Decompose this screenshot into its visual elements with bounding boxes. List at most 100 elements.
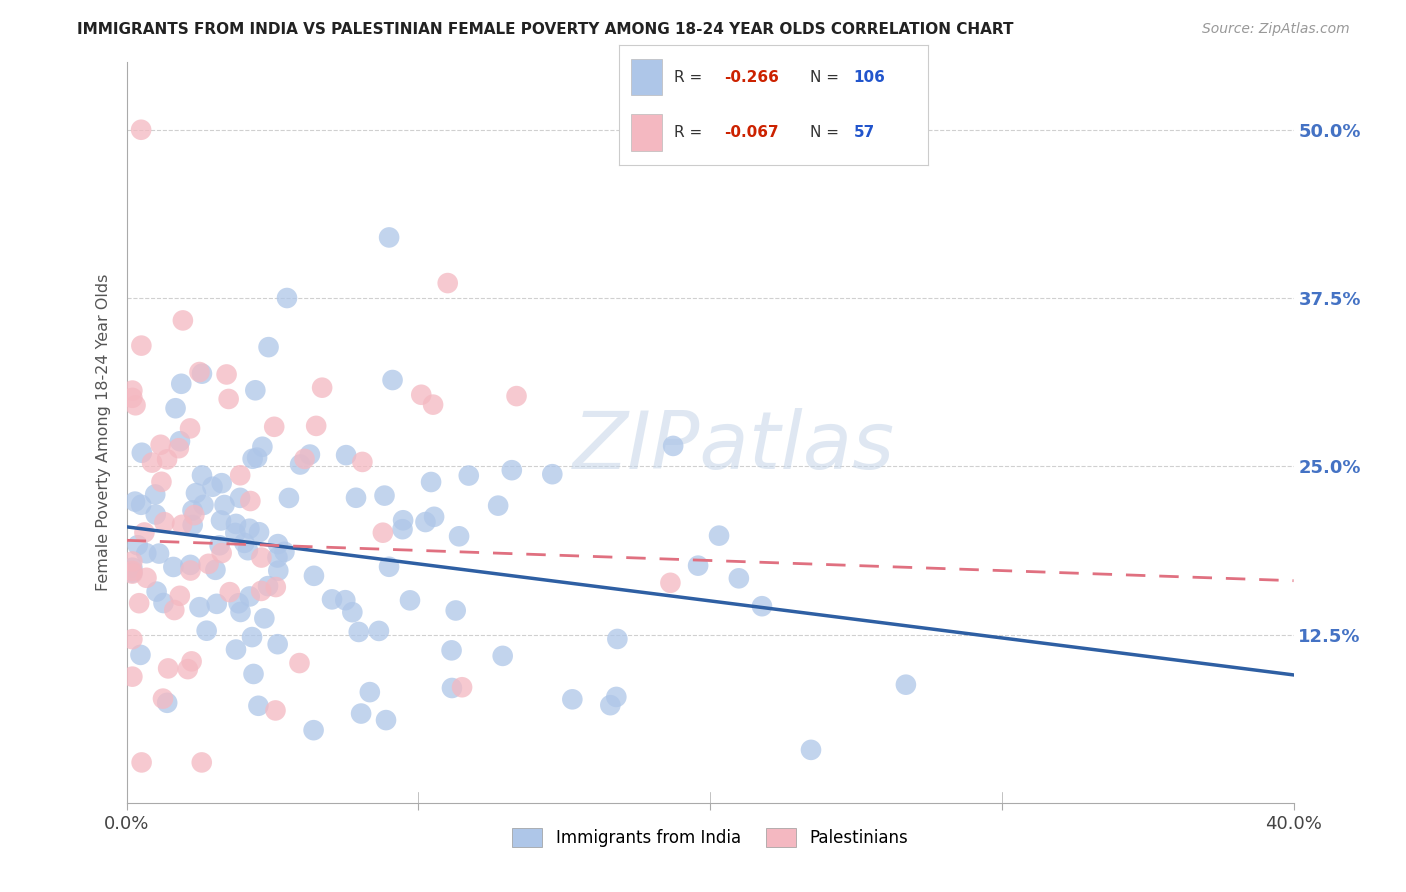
Point (242, 667, 264, 681)
Point (238, 522, 260, 536)
Point (156, 452, 179, 467)
Point (218, 392, 240, 406)
Point (169, 589, 191, 603)
Text: Source: ZipAtlas.com: Source: ZipAtlas.com (1202, 22, 1350, 37)
Point (420, 475, 443, 489)
Point (267, 537, 290, 551)
Point (311, 381, 333, 395)
Point (422, 398, 444, 412)
Point (128, 596, 150, 610)
Point (751, 599, 773, 614)
Point (181, 518, 204, 533)
Point (204, 563, 226, 577)
Point (135, 571, 157, 585)
Point (121, 554, 143, 568)
Point (191, 367, 214, 381)
Point (211, 546, 233, 560)
Point (170, 376, 193, 391)
Point (707, 528, 730, 542)
Point (129, 498, 152, 512)
Point (121, 564, 143, 578)
Point (605, 690, 627, 704)
Point (170, 517, 193, 532)
Point (239, 590, 262, 604)
Point (179, 558, 201, 572)
Point (391, 522, 413, 536)
Point (247, 698, 270, 713)
Point (197, 557, 219, 571)
Point (266, 637, 288, 651)
Point (305, 418, 328, 433)
Point (347, 624, 370, 639)
Point (157, 661, 180, 675)
Point (162, 560, 184, 574)
Point (121, 632, 143, 647)
Point (392, 513, 415, 527)
Y-axis label: Female Poverty Among 18-24 Year Olds: Female Poverty Among 18-24 Year Olds (96, 274, 111, 591)
Point (121, 384, 143, 398)
Point (257, 340, 280, 354)
Point (352, 455, 374, 469)
Point (444, 603, 467, 617)
Point (423, 509, 446, 524)
Point (229, 468, 252, 483)
Point (131, 338, 153, 352)
Point (225, 516, 247, 531)
Point (145, 508, 167, 522)
Point (150, 475, 173, 489)
Point (257, 579, 280, 593)
Text: 57: 57 (853, 125, 875, 140)
Point (662, 439, 685, 453)
Point (121, 670, 143, 684)
Point (688, 558, 710, 573)
Point (342, 605, 364, 619)
Text: R =: R = (675, 125, 707, 140)
Point (599, 698, 621, 713)
Point (127, 538, 149, 552)
Point (659, 575, 682, 590)
Point (167, 441, 190, 455)
Point (131, 446, 153, 460)
Point (205, 597, 228, 611)
Point (335, 448, 357, 462)
Point (451, 680, 474, 694)
Point (359, 685, 381, 699)
Point (224, 525, 246, 540)
Point (344, 491, 367, 505)
Point (143, 487, 166, 501)
Point (121, 391, 143, 405)
Point (172, 313, 194, 327)
Point (246, 450, 269, 465)
Point (373, 489, 395, 503)
Point (195, 624, 218, 638)
Point (335, 593, 357, 607)
Point (541, 467, 564, 482)
Point (229, 491, 252, 505)
Point (184, 486, 207, 500)
Text: ZIPatlas: ZIPatlas (572, 409, 894, 486)
Point (302, 569, 325, 583)
Point (371, 525, 394, 540)
Text: -0.067: -0.067 (724, 125, 779, 140)
Point (145, 584, 167, 599)
Legend: Immigrants from India, Palestinians: Immigrants from India, Palestinians (506, 822, 914, 854)
Point (267, 564, 290, 578)
Point (214, 498, 236, 512)
Point (180, 654, 202, 668)
Point (215, 368, 238, 382)
Point (193, 498, 215, 512)
Point (273, 545, 295, 559)
Point (209, 514, 232, 528)
Point (131, 756, 153, 770)
Point (242, 451, 264, 466)
Point (277, 491, 299, 505)
Point (457, 468, 479, 483)
Text: N =: N = (810, 125, 844, 140)
Point (375, 713, 398, 727)
Point (239, 494, 262, 508)
Point (148, 547, 170, 561)
Point (505, 389, 527, 403)
Point (321, 592, 343, 607)
Point (253, 611, 276, 625)
Point (134, 525, 156, 540)
